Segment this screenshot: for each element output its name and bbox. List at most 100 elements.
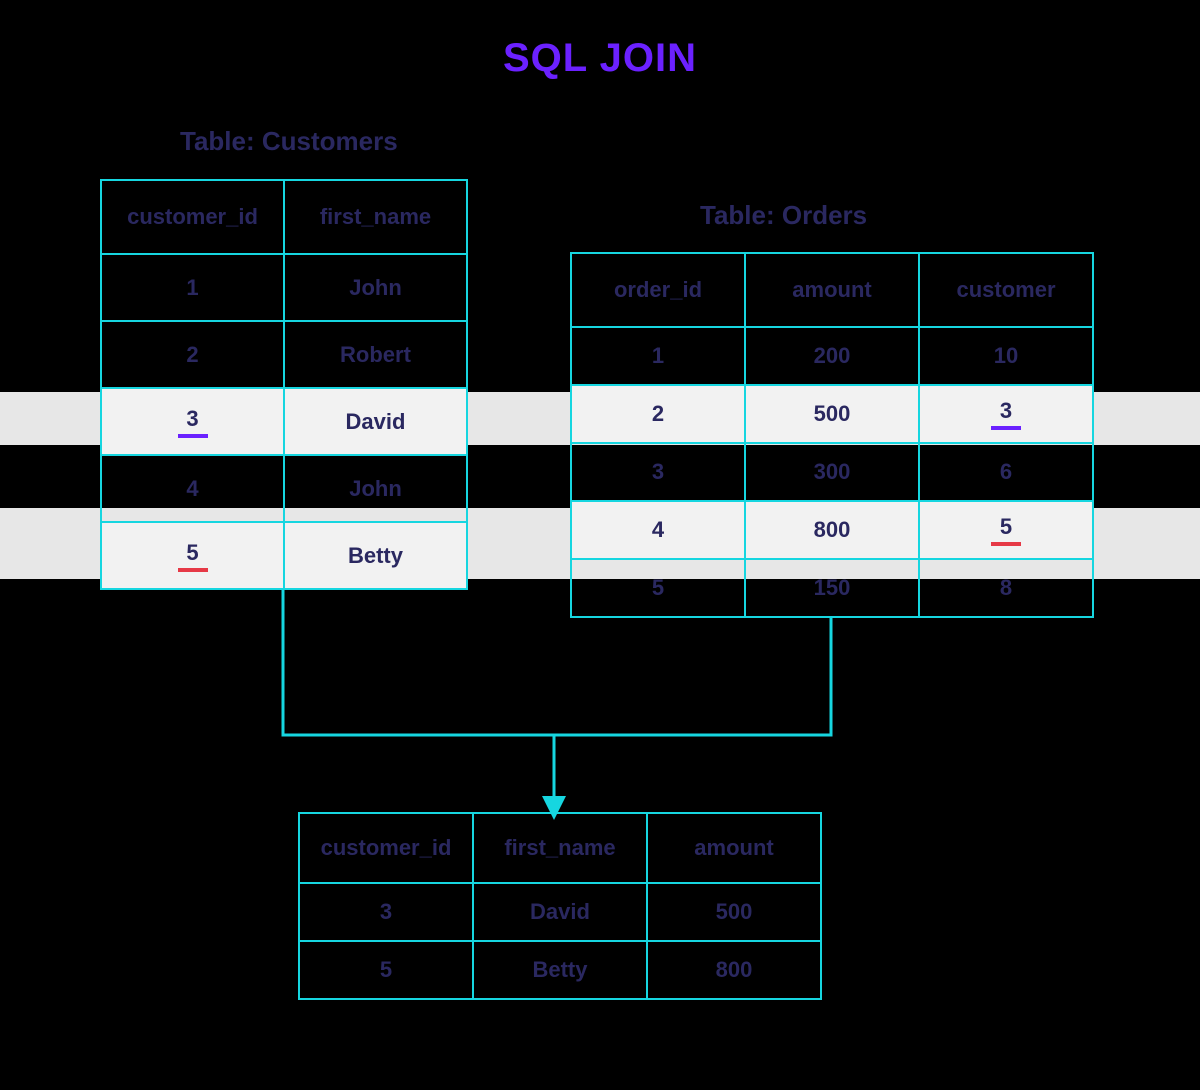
customers-cell: David <box>284 388 467 455</box>
customers-match-underline <box>178 568 208 572</box>
customers-cell: Betty <box>284 522 467 589</box>
orders-cell: 4 <box>571 501 745 559</box>
result-header-label: first_name <box>504 835 615 861</box>
result-cell: 800 <box>647 941 821 999</box>
result-header-label: customer_id <box>321 835 452 861</box>
orders-cell-value: 200 <box>814 343 851 369</box>
orders-cell: 5 <box>919 501 1093 559</box>
customers-table: customer_id first_name 1 John 2 Robert 3 David 4… <box>100 179 468 590</box>
customers-header-label: first_name <box>320 204 431 230</box>
orders-cell: 2 <box>571 385 745 443</box>
orders-cell-value: 150 <box>814 575 851 601</box>
orders-cell-value: 3 <box>1000 398 1012 424</box>
result-row: 5 Betty 800 <box>299 941 821 999</box>
orders-cell-value: 800 <box>814 517 851 543</box>
orders-row: 4 800 5 <box>571 501 1093 559</box>
orders-row: 1 200 10 <box>571 327 1093 385</box>
orders-header-cell: customer <box>919 253 1093 327</box>
orders-cell-value: 3 <box>652 459 664 485</box>
result-cell: 3 <box>299 883 473 941</box>
orders-cell-value: 1 <box>652 343 664 369</box>
result-cell-value: 5 <box>380 957 392 983</box>
result-header-cell: first_name <box>473 813 647 883</box>
customers-cell: 3 <box>101 388 284 455</box>
orders-table: order_id amount customer 1 200 10 2 500 3 3 300 6 4 8… <box>570 252 1094 618</box>
orders-cell: 3 <box>919 385 1093 443</box>
orders-cell: 5 <box>571 559 745 617</box>
customers-cell: 1 <box>101 254 284 321</box>
orders-cell: 300 <box>745 443 919 501</box>
result-header-cell: amount <box>647 813 821 883</box>
orders-header-label: customer <box>956 277 1055 303</box>
result-cell-value: 3 <box>380 899 392 925</box>
orders-header-cell: order_id <box>571 253 745 327</box>
customers-cell: John <box>284 455 467 522</box>
customers-cell: John <box>284 254 467 321</box>
orders-cell: 6 <box>919 443 1093 501</box>
customers-header-label: customer_id <box>127 204 258 230</box>
orders-header-label: amount <box>792 277 871 303</box>
customers-cell-value: 4 <box>186 476 198 502</box>
customers-cell-value: John <box>349 476 402 502</box>
orders-cell-value: 10 <box>994 343 1018 369</box>
result-cell: 500 <box>647 883 821 941</box>
customers-cell-value: 1 <box>186 275 198 301</box>
customers-row: 3 David <box>101 388 467 455</box>
orders-cell: 3 <box>571 443 745 501</box>
customers-cell-value: David <box>346 409 406 435</box>
customers-row: 4 John <box>101 455 467 522</box>
orders-row: 5 150 8 <box>571 559 1093 617</box>
orders-caption: Table: Orders <box>700 200 867 231</box>
orders-cell-value: 4 <box>652 517 664 543</box>
result-header-label: amount <box>694 835 773 861</box>
result-table: customer_id first_name amount 3 David 500 5 Bet… <box>298 812 822 1000</box>
orders-cell: 8 <box>919 559 1093 617</box>
customers-cell: 4 <box>101 455 284 522</box>
orders-cell: 200 <box>745 327 919 385</box>
orders-cell-value: 2 <box>652 401 664 427</box>
orders-cell: 150 <box>745 559 919 617</box>
result-cell-value: David <box>530 899 590 925</box>
orders-cell: 800 <box>745 501 919 559</box>
orders-match-underline <box>991 542 1021 546</box>
orders-cell-value: 8 <box>1000 575 1012 601</box>
diagram-canvas: SQL JOIN Table: Customers Table: Orders … <box>0 0 1200 1090</box>
result-row: 3 David 500 <box>299 883 821 941</box>
customers-caption: Table: Customers <box>180 126 398 157</box>
result-cell-value: 500 <box>716 899 753 925</box>
orders-row: 3 300 6 <box>571 443 1093 501</box>
customers-header-cell: customer_id <box>101 180 284 254</box>
customers-header-cell: first_name <box>284 180 467 254</box>
result-cell-value: 800 <box>716 957 753 983</box>
result-cell: Betty <box>473 941 647 999</box>
orders-cell-value: 6 <box>1000 459 1012 485</box>
diagram-title: SQL JOIN <box>0 36 1200 81</box>
customers-cell: Robert <box>284 321 467 388</box>
orders-match-underline <box>991 426 1021 430</box>
orders-cell: 500 <box>745 385 919 443</box>
result-cell: 5 <box>299 941 473 999</box>
orders-cell-value: 5 <box>1000 514 1012 540</box>
customers-row: 1 John <box>101 254 467 321</box>
customers-cell-value: 2 <box>186 342 198 368</box>
orders-header-cell: amount <box>745 253 919 327</box>
orders-cell-value: 300 <box>814 459 851 485</box>
orders-row: 2 500 3 <box>571 385 1093 443</box>
customers-row: 5 Betty <box>101 522 467 589</box>
result-header-cell: customer_id <box>299 813 473 883</box>
customers-cell: 2 <box>101 321 284 388</box>
orders-cell-value: 500 <box>814 401 851 427</box>
result-cell-value: Betty <box>532 957 587 983</box>
customers-cell-value: 3 <box>186 406 198 432</box>
customers-cell-value: John <box>349 275 402 301</box>
orders-cell-value: 5 <box>652 575 664 601</box>
result-cell: David <box>473 883 647 941</box>
orders-cell: 10 <box>919 327 1093 385</box>
orders-cell: 1 <box>571 327 745 385</box>
customers-cell-value: 5 <box>186 540 198 566</box>
orders-header-label: order_id <box>614 277 702 303</box>
customers-row: 2 Robert <box>101 321 467 388</box>
customers-cell: 5 <box>101 522 284 589</box>
customers-match-underline <box>178 434 208 438</box>
customers-cell-value: Robert <box>340 342 411 368</box>
